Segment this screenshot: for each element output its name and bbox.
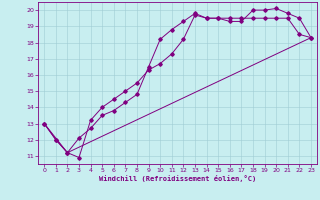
X-axis label: Windchill (Refroidissement éolien,°C): Windchill (Refroidissement éolien,°C) <box>99 175 256 182</box>
